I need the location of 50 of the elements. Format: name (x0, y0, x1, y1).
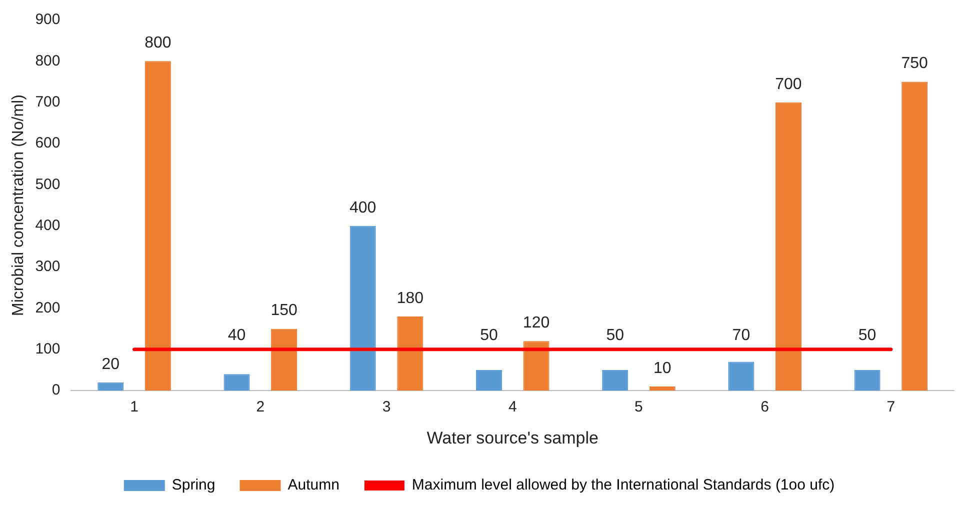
data-label: 180 (396, 290, 424, 307)
x-tick-label: 3 (382, 398, 391, 416)
data-label: 70 (732, 326, 750, 344)
y-tick-label: 900 (35, 11, 60, 28)
y-tick-label: 700 (35, 93, 60, 110)
legend-label: Autumn (288, 476, 340, 494)
bar (649, 386, 676, 391)
y-tick-label: 200 (35, 299, 60, 316)
bar (476, 370, 502, 391)
bar (902, 82, 928, 391)
bar (728, 362, 754, 391)
x-tick-label: 5 (634, 398, 643, 416)
bar (854, 370, 880, 391)
data-label: 700 (775, 76, 802, 93)
data-label: 40 (228, 326, 246, 344)
x-tick-label: 4 (508, 398, 517, 416)
bar (224, 374, 250, 391)
y-tick-label: 800 (35, 52, 60, 70)
y-tick-label: 300 (35, 258, 60, 276)
data-label: 50 (480, 326, 498, 344)
y-tick-label: 500 (35, 176, 60, 193)
bar (602, 370, 628, 391)
x-tick-label: 1 (130, 398, 138, 416)
data-label: 50 (858, 326, 876, 344)
data-label: 120 (522, 314, 550, 332)
bar (397, 316, 424, 391)
data-label: 50 (606, 326, 624, 344)
bar (98, 382, 124, 391)
data-label: 800 (144, 34, 172, 52)
data-label: 20 (102, 356, 120, 373)
data-label: 400 (350, 199, 376, 216)
y-tick-label: 400 (35, 217, 60, 234)
data-label: 750 (901, 55, 928, 72)
x-tick-label: 2 (256, 398, 265, 416)
x-tick-label: 6 (760, 398, 770, 416)
y-axis-title: Microbial concentration (No/ml) (10, 94, 28, 316)
x-tick-label: 7 (886, 398, 896, 416)
legend-label: Maximum level allowed by the International Standards (1oo ufc) (412, 476, 835, 494)
bar (775, 102, 802, 391)
bar (523, 341, 550, 391)
bar (350, 226, 376, 391)
x-axis-title: Water source's sample (426, 428, 598, 448)
bar (144, 61, 171, 391)
y-tick-label: 600 (35, 134, 60, 152)
y-tick-label: 0 (52, 382, 60, 399)
bar (271, 328, 298, 391)
data-label: 150 (270, 302, 298, 320)
y-tick-label: 100 (35, 340, 60, 358)
data-label: 10 (653, 360, 672, 377)
legend-label: Spring (172, 476, 216, 494)
